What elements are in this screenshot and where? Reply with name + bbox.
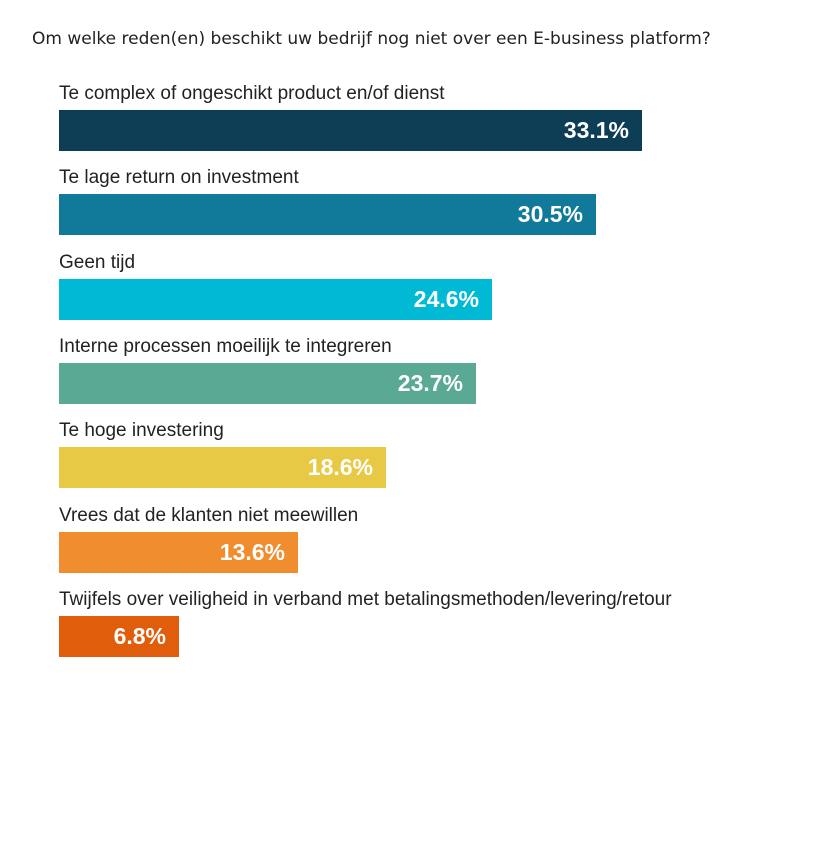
value-label: 33.1% — [563, 117, 629, 143]
category-label: Geen tijd — [59, 252, 136, 273]
category-label: Te hoge investering — [59, 420, 224, 441]
value-label: 23.7% — [397, 370, 463, 396]
bar: 23.7% — [59, 363, 476, 404]
bar: 6.8% — [59, 616, 179, 657]
value-label: 18.6% — [307, 454, 373, 480]
chart-title: Om welke reden(en) beschikt uw bedrijf n… — [32, 29, 711, 49]
bar: 33.1% — [59, 110, 642, 151]
bar: 13.6% — [59, 532, 298, 573]
value-label: 6.8% — [113, 623, 166, 649]
value-label: 24.6% — [413, 286, 479, 312]
category-label: Interne processen moeilijk te integreren — [59, 336, 392, 357]
bar: 18.6% — [59, 447, 386, 488]
value-label: 13.6% — [219, 539, 285, 565]
category-label: Twijfels over veiligheid in verband met … — [59, 589, 672, 610]
category-label: Te complex of ongeschikt product en/of d… — [59, 83, 445, 104]
category-label: Te lage return on investment — [59, 167, 299, 188]
category-label: Vrees dat de klanten niet meewillen — [59, 505, 359, 526]
value-label: 30.5% — [517, 201, 583, 227]
bar: 30.5% — [59, 194, 596, 235]
bar: 24.6% — [59, 279, 492, 320]
